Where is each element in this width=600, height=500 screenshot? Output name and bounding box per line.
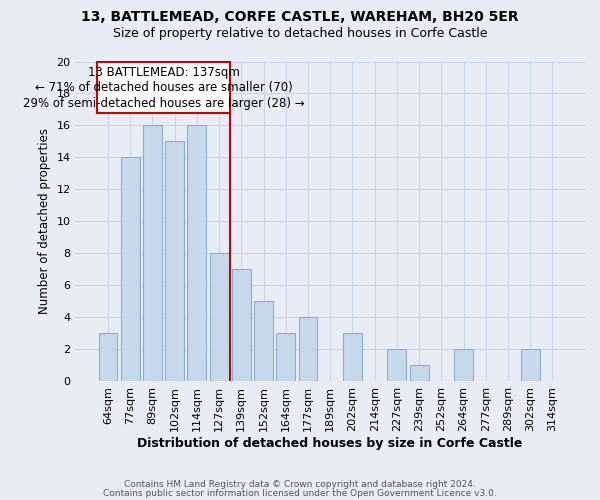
Bar <box>277 334 295 382</box>
Text: Contains HM Land Registry data © Crown copyright and database right 2024.: Contains HM Land Registry data © Crown c… <box>124 480 476 489</box>
Text: ← 71% of detached houses are smaller (70): ← 71% of detached houses are smaller (70… <box>35 82 292 94</box>
Bar <box>254 302 273 382</box>
Text: Contains public sector information licensed under the Open Government Licence v3: Contains public sector information licen… <box>103 488 497 498</box>
Text: 29% of semi-detached houses are larger (28) →: 29% of semi-detached houses are larger (… <box>23 98 304 110</box>
Y-axis label: Number of detached properties: Number of detached properties <box>38 128 51 314</box>
Bar <box>187 126 206 382</box>
Bar <box>232 270 251 382</box>
Text: Size of property relative to detached houses in Corfe Castle: Size of property relative to detached ho… <box>113 28 487 40</box>
Bar <box>343 334 362 382</box>
Text: 13 BATTLEMEAD: 137sqm: 13 BATTLEMEAD: 137sqm <box>88 66 239 79</box>
X-axis label: Distribution of detached houses by size in Corfe Castle: Distribution of detached houses by size … <box>137 437 523 450</box>
Bar <box>454 350 473 382</box>
Bar <box>388 350 406 382</box>
Bar <box>521 350 539 382</box>
FancyBboxPatch shape <box>97 62 230 112</box>
Bar <box>209 254 229 382</box>
Bar <box>121 158 140 382</box>
Bar <box>165 142 184 382</box>
Bar <box>299 318 317 382</box>
Bar <box>98 334 118 382</box>
Bar <box>410 366 428 382</box>
Text: 13, BATTLEMEAD, CORFE CASTLE, WAREHAM, BH20 5ER: 13, BATTLEMEAD, CORFE CASTLE, WAREHAM, B… <box>81 10 519 24</box>
Bar <box>143 126 162 382</box>
